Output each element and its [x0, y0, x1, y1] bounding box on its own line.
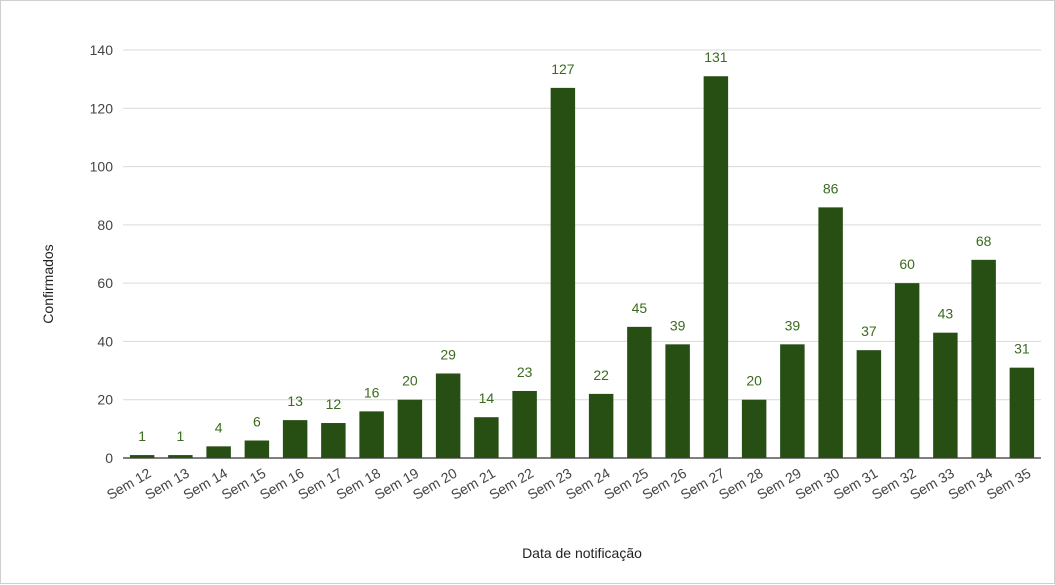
bar	[818, 207, 843, 458]
y-tick-label: 140	[90, 42, 114, 58]
bar	[780, 344, 805, 458]
bar	[894, 283, 920, 458]
bar	[856, 350, 882, 458]
data-label: 1	[138, 428, 146, 444]
data-label: 60	[899, 256, 915, 272]
y-tick-label: 100	[90, 159, 114, 175]
y-tick-label: 40	[97, 333, 113, 349]
data-label: 29	[440, 346, 456, 362]
data-label: 68	[976, 233, 992, 249]
bar	[933, 332, 958, 458]
bar	[665, 344, 690, 458]
data-labels: 1 14 613 1216202914231272245391312039863760…	[138, 49, 1030, 444]
bar	[168, 455, 193, 458]
data-label: 16	[364, 384, 380, 400]
y-tick-label: 80	[97, 217, 113, 233]
bar	[435, 373, 461, 458]
y-tick-label: 120	[90, 100, 114, 116]
bar	[359, 411, 384, 458]
data-label: 37	[861, 323, 877, 339]
data-label: 12	[326, 396, 342, 412]
data-label: 43	[938, 306, 954, 322]
y-tick-label: 0	[105, 450, 113, 466]
bar	[588, 393, 614, 458]
gridlines	[123, 49, 1041, 459]
bar	[321, 423, 346, 458]
bar	[129, 455, 155, 458]
data-label: 4	[215, 419, 223, 435]
data-label: 39	[785, 317, 801, 333]
bar	[550, 87, 576, 458]
data-label: 14	[479, 390, 495, 406]
data-label: 86	[823, 180, 839, 196]
bar	[703, 76, 729, 458]
bar	[206, 446, 231, 458]
y-axis-title: Confirmados	[40, 244, 56, 323]
bar	[1009, 367, 1035, 458]
bar	[512, 390, 537, 458]
data-label: 20	[746, 373, 762, 389]
data-label: 6	[253, 414, 261, 430]
bar	[397, 399, 423, 458]
bars	[129, 76, 1035, 458]
x-axis-title: Data de notificação	[522, 545, 642, 561]
data-label: 45	[632, 300, 648, 316]
y-tick-labels: 0 20 40 60 80 100 120 140	[90, 42, 114, 466]
data-label: 131	[704, 49, 728, 65]
y-tick-label: 60	[97, 275, 113, 291]
bar	[741, 399, 767, 458]
bar	[627, 326, 652, 458]
bar	[971, 259, 996, 458]
data-label: 127	[551, 61, 575, 77]
y-tick-label: 20	[97, 392, 113, 408]
data-label: 39	[670, 317, 686, 333]
data-label: 23	[517, 364, 533, 380]
data-label: 20	[402, 373, 418, 389]
data-label: 1	[176, 428, 184, 444]
data-label: 31	[1014, 341, 1030, 357]
bar	[244, 440, 270, 458]
x-tick-label: Sem 35	[984, 465, 1034, 503]
bar	[474, 417, 499, 458]
bar	[282, 420, 308, 458]
data-label: 13	[287, 393, 303, 409]
data-label: 22	[593, 367, 609, 383]
